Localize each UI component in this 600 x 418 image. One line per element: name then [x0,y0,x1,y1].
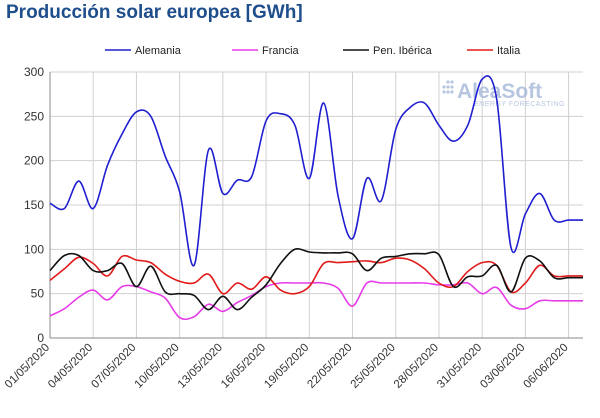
y-tick-label: 250 [24,109,44,123]
x-tick-label: 25/05/2020 [349,342,398,391]
series-line-alemania [49,75,583,267]
y-axis-ticks: 0 50 100 150 200 250 300 [24,65,44,345]
x-axis-ticks: 01/05/202004/05/202007/05/202010/05/2020… [3,342,571,391]
aleasoft-logo-dots [442,80,454,94]
y-tick-label: 50 [31,287,45,301]
chart-title: Producción solar europea [GWh] [6,2,303,23]
y-tick-label: 200 [24,154,44,168]
y-tick-label: 0 [37,331,44,345]
watermark-tagline: ENERGY FORECASTING [474,101,565,108]
x-tick-label: 19/05/2020 [262,342,311,391]
x-tick-label: 06/06/2020 [522,342,571,391]
x-tick-label: 01/05/2020 [3,342,52,391]
x-tick-label: 10/05/2020 [133,342,182,391]
series-line-pen-iberica [49,248,583,311]
x-tick-label: 03/06/2020 [478,342,527,391]
x-tick-label: 31/05/2020 [435,342,484,391]
x-tick-label: 28/05/2020 [392,342,441,391]
aleasoft-watermark: AleaSoft ENERGY FORECASTING [442,80,565,108]
series-line-italia [49,254,583,295]
x-tick-label: 16/05/2020 [219,342,268,391]
watermark-name: AleaSoft [457,80,542,103]
x-tick-label: 22/05/2020 [305,342,354,391]
series-lines [49,75,583,321]
x-tick-label: 07/05/2020 [89,342,138,391]
y-tick-label: 150 [24,198,44,212]
y-tick-label: 100 [24,242,44,256]
y-tick-label: 300 [24,65,44,79]
legend-label: Italia [497,45,521,57]
legend: Alemania Francia Pen. Ibérica Italia [105,45,521,57]
x-tick-label: 04/05/2020 [46,342,95,391]
x-tick-label: 13/05/2020 [176,342,225,391]
legend-label: Pen. Ibérica [373,45,433,57]
legend-label: Francia [262,45,300,57]
axes [49,72,583,339]
legend-label: Alemania [135,45,182,57]
series-line-francia [49,280,583,321]
grid-lines [49,71,583,339]
